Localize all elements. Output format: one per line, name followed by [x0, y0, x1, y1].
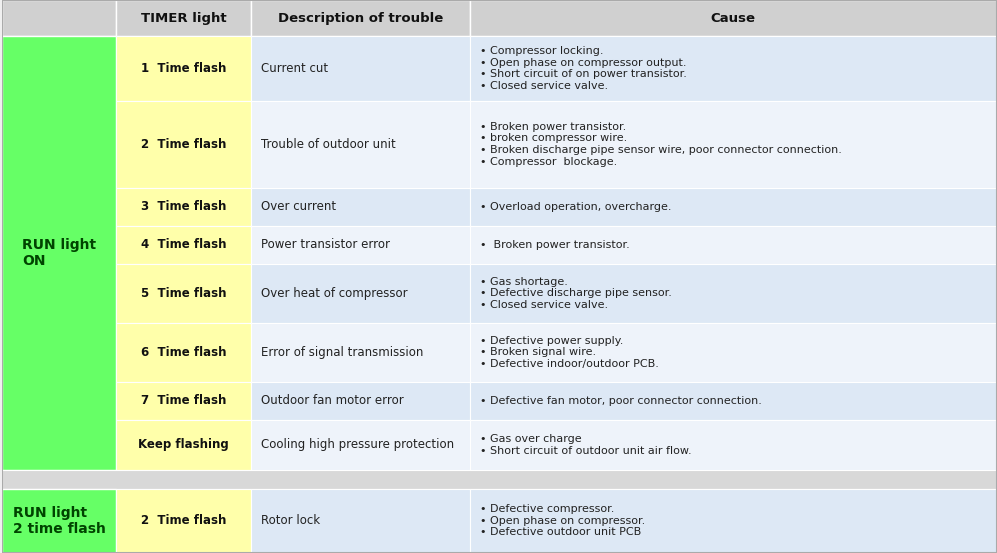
Text: 2  Time flash: 2 Time flash [141, 514, 226, 527]
Bar [251, 0, 470, 36]
Bar [470, 226, 997, 264]
Text: • Defective power supply.
• Broken signal wire.
• Defective indoor/outdoor PCB.: • Defective power supply. • Broken signa… [480, 336, 658, 369]
Bar [251, 36, 470, 101]
Text: • Broken power transistor.
• broken compressor wire.
• Broken discharge pipe sen: • Broken power transistor. • broken comp… [480, 122, 841, 166]
Bar [470, 36, 997, 101]
Text: Power transistor error: Power transistor error [260, 238, 390, 252]
Text: 4  Time flash: 4 Time flash [141, 238, 226, 252]
Text: •  Broken power transistor.: • Broken power transistor. [480, 240, 629, 250]
Bar [117, 36, 251, 101]
Bar [2, 0, 117, 36]
Text: Keep flashing: Keep flashing [139, 439, 229, 451]
Bar [117, 264, 251, 323]
Bar [2, 488, 117, 553]
Bar [117, 420, 251, 470]
Bar [470, 0, 997, 36]
Bar [470, 101, 997, 187]
Text: • Gas over charge
• Short circuit of outdoor unit air flow.: • Gas over charge • Short circuit of out… [480, 434, 691, 456]
Bar [117, 323, 251, 382]
Bar [470, 264, 997, 323]
Bar [251, 264, 470, 323]
Bar [251, 226, 470, 264]
Text: 5  Time flash: 5 Time flash [141, 287, 226, 300]
Bar [251, 382, 470, 420]
Text: Outdoor fan motor error: Outdoor fan motor error [260, 394, 404, 407]
Bar [251, 323, 470, 382]
Bar [117, 101, 251, 187]
Bar [470, 382, 997, 420]
Text: 3  Time flash: 3 Time flash [141, 200, 226, 213]
Bar [470, 488, 997, 553]
Text: Current cut: Current cut [260, 62, 328, 75]
Text: Description of trouble: Description of trouble [277, 12, 443, 25]
Bar [470, 323, 997, 382]
Bar [251, 101, 470, 187]
Text: • Compressor locking.
• Open phase on compressor output.
• Short circuit of on p: • Compressor locking. • Open phase on co… [480, 46, 687, 91]
Text: RUN light
ON: RUN light ON [22, 238, 97, 268]
Text: • Defective compressor.
• Open phase on compressor.
• Defective outdoor unit PCB: • Defective compressor. • Open phase on … [480, 504, 645, 538]
Text: TIMER light: TIMER light [141, 12, 226, 25]
Bar [117, 226, 251, 264]
Bar [470, 420, 997, 470]
Text: Trouble of outdoor unit: Trouble of outdoor unit [260, 138, 396, 151]
Bar [470, 187, 997, 226]
Text: 2  Time flash: 2 Time flash [141, 138, 226, 151]
Bar [251, 420, 470, 470]
Text: 1  Time flash: 1 Time flash [141, 62, 226, 75]
Text: Error of signal transmission: Error of signal transmission [260, 346, 423, 359]
Bar [117, 187, 251, 226]
Text: 6  Time flash: 6 Time flash [141, 346, 226, 359]
Text: Over current: Over current [260, 200, 336, 213]
Text: • Overload operation, overcharge.: • Overload operation, overcharge. [480, 202, 671, 212]
Bar [251, 488, 470, 553]
Text: RUN light
2 time flash: RUN light 2 time flash [13, 505, 106, 536]
Bar [2, 36, 117, 470]
Text: • Defective fan motor, poor connector connection.: • Defective fan motor, poor connector co… [480, 395, 762, 405]
Text: Cause: Cause [711, 12, 756, 25]
Bar [117, 382, 251, 420]
Bar [251, 187, 470, 226]
Text: Rotor lock: Rotor lock [260, 514, 320, 527]
Text: • Gas shortage.
• Defective discharge pipe sensor.
• Closed service valve.: • Gas shortage. • Defective discharge pi… [480, 276, 672, 310]
Bar [2, 470, 997, 488]
Text: Over heat of compressor: Over heat of compressor [260, 287, 408, 300]
Bar [117, 488, 251, 553]
Bar [117, 0, 251, 36]
Text: 7  Time flash: 7 Time flash [141, 394, 226, 407]
Text: Cooling high pressure protection: Cooling high pressure protection [260, 439, 454, 451]
